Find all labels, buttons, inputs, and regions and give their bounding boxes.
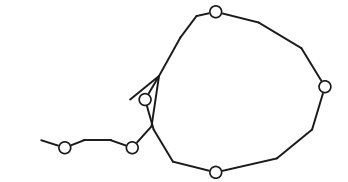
Circle shape [59, 142, 71, 154]
Circle shape [126, 142, 138, 154]
Circle shape [319, 81, 331, 93]
Circle shape [210, 167, 222, 178]
Circle shape [139, 94, 151, 105]
Circle shape [210, 6, 222, 18]
